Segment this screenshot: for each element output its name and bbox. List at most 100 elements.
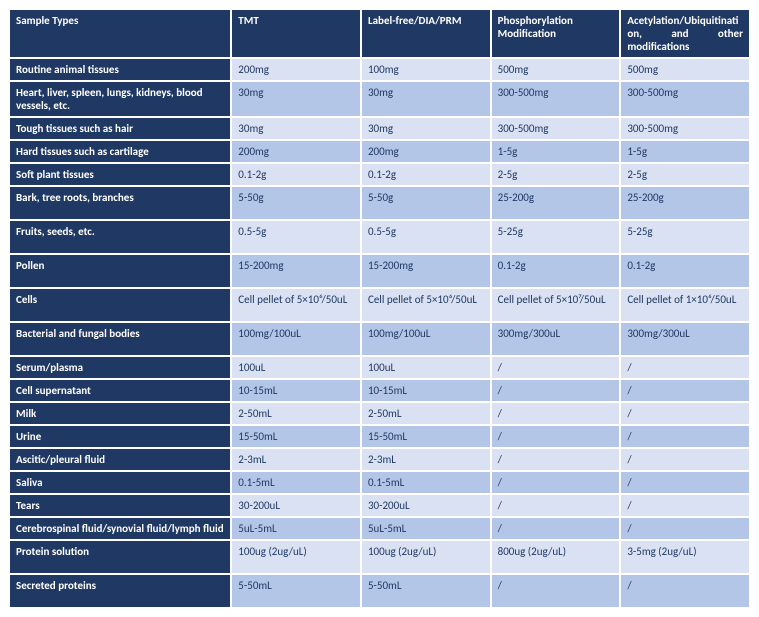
cell: 100mg	[361, 58, 491, 81]
cell: 30mg	[361, 117, 491, 140]
row-label: Soft plant tissues	[9, 163, 231, 186]
row-label: Heart, liver, spleen, lungs, kidneys, bl…	[9, 81, 231, 117]
cell: 0.1-5mL	[361, 471, 491, 494]
row-label: Cerebrospinal fluid/synovial fluid/lymph…	[9, 517, 231, 540]
table-row: Pollen15-200mg15-200mg0.1-2g0.1-2g	[9, 254, 750, 288]
table-row: Routine animal tissues200mg100mg500mg500…	[9, 58, 750, 81]
table-row: Tough tissues such as hair30mg30mg300-50…	[9, 117, 750, 140]
table-row: Bacterial and fungal bodies100mg/100uL10…	[9, 322, 750, 356]
cell: Cell pellet of 1×10⁶/50uL	[620, 288, 750, 322]
row-label: Fruits, seeds, etc.	[9, 220, 231, 254]
cell: /	[620, 494, 750, 517]
cell: 0.5-5g	[361, 220, 491, 254]
cell: 2-50mL	[361, 402, 491, 425]
cell: 30mg	[361, 81, 491, 117]
cell: 200mg	[361, 140, 491, 163]
cell: 15-200mg	[231, 254, 361, 288]
table-row: Bark, tree roots, branches5-50g5-50g25-2…	[9, 186, 750, 220]
row-label: Bacterial and fungal bodies	[9, 322, 231, 356]
cell: 100uL	[231, 356, 361, 379]
table-row: CellsCell pellet of 5×10⁶/50uLCell pelle…	[9, 288, 750, 322]
cell: 0.1-2g	[620, 254, 750, 288]
cell: 15-50mL	[361, 425, 491, 448]
table-row: Saliva0.1-5mL0.1-5mL//	[9, 471, 750, 494]
cell: /	[491, 494, 621, 517]
cell: 15-200mg	[361, 254, 491, 288]
cell: 10-15mL	[361, 379, 491, 402]
cell: 30mg	[231, 117, 361, 140]
cell: 500mg	[620, 58, 750, 81]
col-header: Phosphorylation Modification	[491, 9, 621, 58]
cell: 5-50g	[361, 186, 491, 220]
cell: /	[491, 379, 621, 402]
cell: 800ug (2ug/uL)	[491, 540, 621, 574]
cell: 5-25g	[620, 220, 750, 254]
cell: /	[620, 425, 750, 448]
cell: 5uL-5mL	[231, 517, 361, 540]
cell: 200mg	[231, 58, 361, 81]
row-label: Tears	[9, 494, 231, 517]
cell: 1-5g	[620, 140, 750, 163]
cell: 300mg/300uL	[491, 322, 621, 356]
cell: 5-50mL	[361, 574, 491, 608]
row-label: Routine animal tissues	[9, 58, 231, 81]
table-row: Protein solution100ug (2ug/uL)100ug (2ug…	[9, 540, 750, 574]
row-label: Urine	[9, 425, 231, 448]
row-label: Milk	[9, 402, 231, 425]
cell: 0.5-5g	[231, 220, 361, 254]
cell: 25-200g	[491, 186, 621, 220]
cell: 500mg	[491, 58, 621, 81]
row-label: Ascitic/pleural fluid	[9, 448, 231, 471]
cell: /	[620, 471, 750, 494]
cell: 0.1-5mL	[231, 471, 361, 494]
row-label: Protein solution	[9, 540, 231, 574]
cell: /	[491, 425, 621, 448]
cell: 300-500mg	[491, 81, 621, 117]
cell: 30mg	[231, 81, 361, 117]
cell: /	[620, 448, 750, 471]
cell: 300-500mg	[491, 117, 621, 140]
cell: 2-50mL	[231, 402, 361, 425]
cell: /	[491, 517, 621, 540]
cell: 100mg/100uL	[231, 322, 361, 356]
cell: /	[620, 356, 750, 379]
table-row: Secreted proteins5-50mL5-50mL//	[9, 574, 750, 608]
cell: 15-50mL	[231, 425, 361, 448]
cell: 5uL-5mL	[361, 517, 491, 540]
row-label: Hard tissues such as cartilage	[9, 140, 231, 163]
cell: 0.1-2g	[491, 254, 621, 288]
cell: 3-5mg (2ug/uL)	[620, 540, 750, 574]
cell: 2-3mL	[231, 448, 361, 471]
col-header: TMT	[231, 9, 361, 58]
table-row: Tears30-200uL30-200uL//	[9, 494, 750, 517]
cell: /	[620, 379, 750, 402]
row-label: Serum/plasma	[9, 356, 231, 379]
table-row: Heart, liver, spleen, lungs, kidneys, bl…	[9, 81, 750, 117]
row-label: Pollen	[9, 254, 231, 288]
cell: 300-500mg	[620, 117, 750, 140]
cell: /	[491, 574, 621, 608]
cell: 10-15mL	[231, 379, 361, 402]
row-label: Tough tissues such as hair	[9, 117, 231, 140]
header-row: Sample Types TMT Label-free/DIA/PRM Phos…	[9, 9, 750, 58]
table-row: Hard tissues such as cartilage200mg200mg…	[9, 140, 750, 163]
cell: 5-50g	[231, 186, 361, 220]
row-label: Cell supernatant	[9, 379, 231, 402]
cell: 30-200uL	[361, 494, 491, 517]
cell: 2-5g	[620, 163, 750, 186]
cell: /	[491, 402, 621, 425]
cell: 100uL	[361, 356, 491, 379]
cell: 100ug (2ug/uL)	[231, 540, 361, 574]
row-label: Cells	[9, 288, 231, 322]
cell: /	[620, 517, 750, 540]
cell: 5-25g	[491, 220, 621, 254]
cell: 200mg	[231, 140, 361, 163]
cell: 100ug (2ug/uL)	[361, 540, 491, 574]
cell: /	[491, 448, 621, 471]
cell: 300-500mg	[620, 81, 750, 117]
table-row: Ascitic/pleural fluid2-3mL2-3mL//	[9, 448, 750, 471]
cell: 0.1-2g	[231, 163, 361, 186]
cell: Cell pellet of 5×10⁷/50uL	[491, 288, 621, 322]
cell: 30-200uL	[231, 494, 361, 517]
table-row: Soft plant tissues0.1-2g0.1-2g2-5g2-5g	[9, 163, 750, 186]
